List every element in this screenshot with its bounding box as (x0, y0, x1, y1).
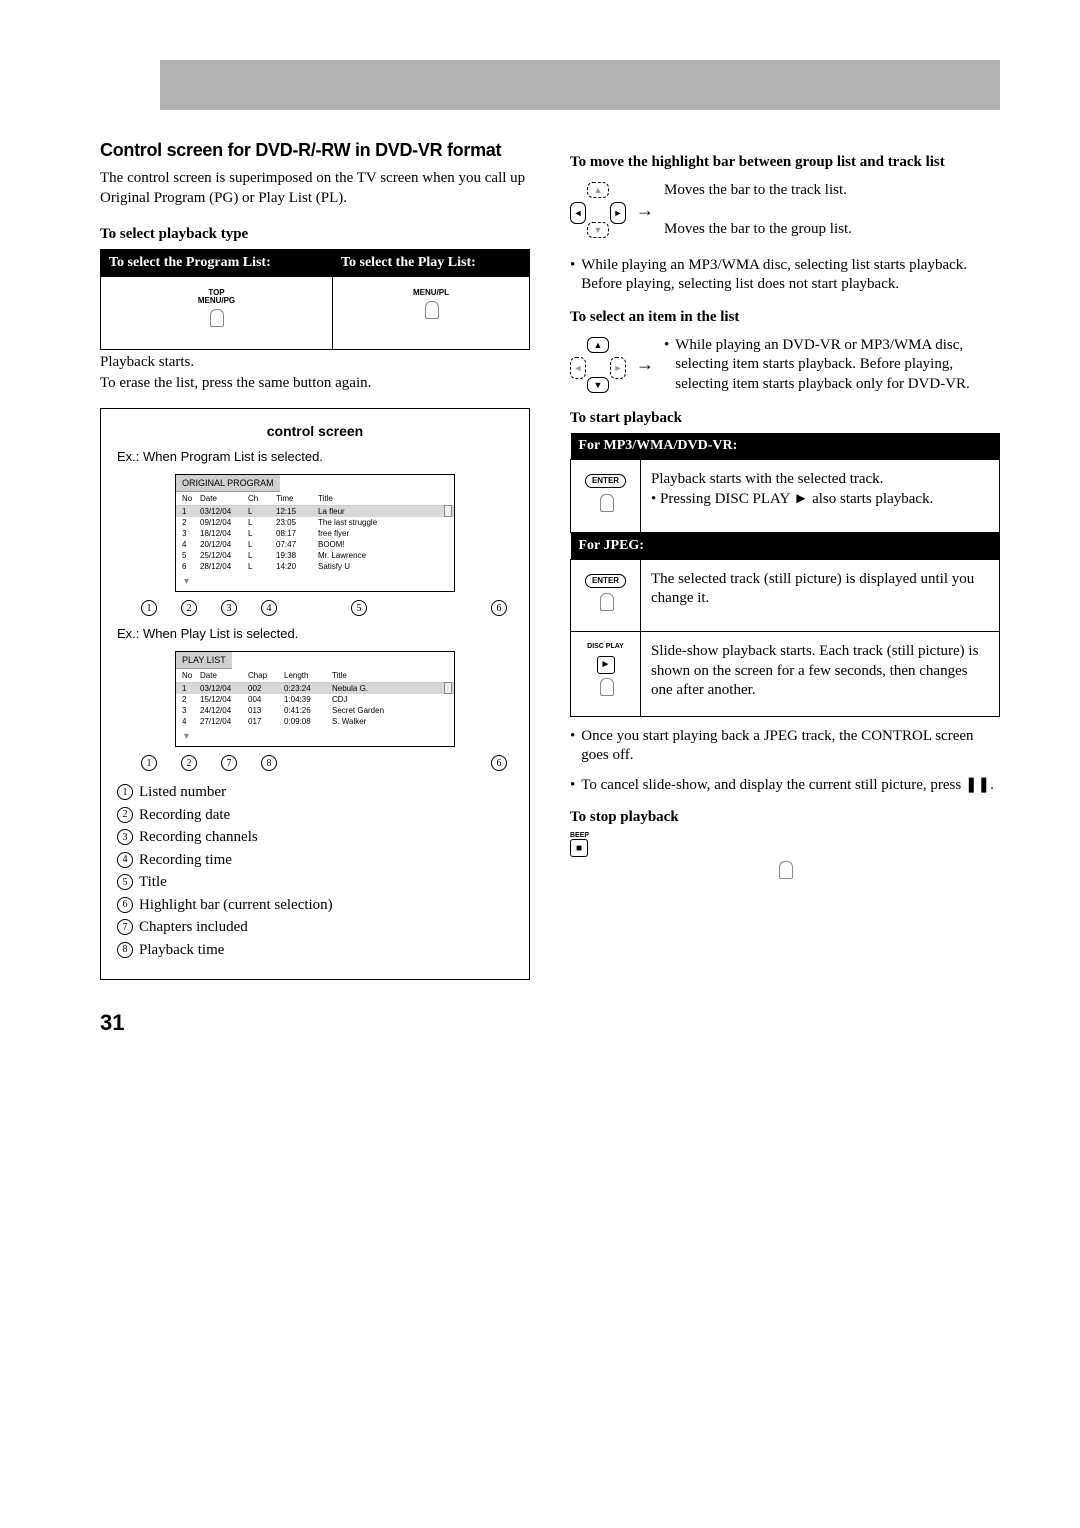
program-header: ORIGINAL PROGRAM (176, 475, 280, 492)
scroll-down-icon: ▾ (176, 572, 454, 591)
legend-item: 6Highlight bar (current selection) (117, 894, 513, 917)
select-item-note: While playing an DVD-VR or MP3/WMA disc,… (675, 336, 1000, 395)
jpeg-desc1-cell: The selected track (still picture) is di… (641, 559, 1000, 632)
menu-pl-label: MENU/PL (341, 289, 521, 297)
mp3-desc-cell: Playback starts with the selected track.… (641, 460, 1000, 533)
dpad-left-right: ▲ ▼ ◄ ► (570, 182, 626, 238)
table-row: 324/12/040130:41:26Secret Garden (176, 705, 454, 716)
move-highlight-heading: To move the highlight bar between group … (570, 154, 1000, 171)
nav-up-down-diagram: ▲ ▼ ◄ ► → •While playing an DVD-VR or MP… (570, 336, 1000, 395)
mp3-wma-dvdvr-header: For MP3/WMA/DVD-VR: (571, 433, 1000, 460)
page-content: Control screen for DVD-R/-RW in DVD-VR f… (100, 140, 1000, 1036)
table-row: 420/12/04L07:47BOOM! (176, 539, 454, 550)
legend-item: 5Title (117, 871, 513, 894)
table-row: 318/12/04L08:17free flyer (176, 528, 454, 539)
menu-pl-cell: MENU/PL (332, 277, 529, 350)
playlist-columns: No Date Chap Length Title (176, 669, 454, 683)
table-row: 209/12/04L23:05The last struggle (176, 517, 454, 528)
dpad-down-icon: ▼ (587, 377, 609, 393)
control-screen-box: control screen Ex.: When Program List is… (100, 408, 530, 980)
control-screen-label: control screen (117, 423, 513, 439)
table-row: 103/12/04L12:15La fleur (176, 506, 454, 517)
enter-button-icon: ENTER (585, 474, 626, 488)
nav-left-right-diagram: ▲ ▼ ◄ ► → Moves the bar to the track lis… (570, 181, 1000, 240)
move-right-text: Moves the bar to the track list. (664, 181, 1000, 201)
start-playback-table: For MP3/WMA/DVD-VR: ENTER Playback start… (570, 433, 1000, 717)
enter-button-cell: ENTER (571, 460, 641, 533)
finger-icon (206, 309, 226, 333)
disc-play-label: DISC PLAY (581, 642, 630, 651)
legend-item: 3Recording channels (117, 826, 513, 849)
arrow-right-icon: → (636, 354, 654, 375)
jpeg-note-2: •To cancel slide-show, and display the c… (570, 776, 1000, 796)
stop-button-area: BEEP ■ (570, 832, 1000, 885)
arrow-right-icon: → (636, 200, 654, 221)
table-row: 103/12/040020:23:24Nebula G. (176, 683, 454, 694)
legend-item: 8Playback time (117, 939, 513, 962)
marker-row-2: 1 2 7 8 6 (141, 755, 513, 771)
finger-icon (596, 593, 616, 617)
dpad-up-icon: ▲ (587, 182, 609, 198)
dpad-left-icon: ◄ (570, 357, 586, 379)
jpeg-desc2-cell: Slide-show playback starts. Each track (… (641, 632, 1000, 717)
table-row: 427/12/040170:09:08S. Walker (176, 716, 454, 727)
legend-list: 1Listed number2Recording date3Recording … (117, 781, 513, 961)
scrollbar-thumb (444, 505, 452, 517)
program-columns: No Date Ch Time Title (176, 492, 454, 506)
playback-starts-note: Playback starts. (100, 354, 530, 371)
table-row: 525/12/04L19:38Mr. Lawrence (176, 550, 454, 561)
beep-label: BEEP (570, 832, 1000, 839)
finger-icon (775, 861, 795, 885)
dpad-up-down: ▲ ▼ ◄ ► (570, 337, 626, 393)
stop-playback-heading: To stop playback (570, 809, 1000, 826)
top-menu-pg-cell: TOPMENU/PG (101, 277, 333, 350)
header-gray-bar (160, 60, 1000, 110)
finger-icon (596, 678, 616, 702)
jpeg-note-1: •Once you start playing back a JPEG trac… (570, 727, 1000, 766)
select-type-heading: To select playback type (100, 226, 530, 243)
disc-play-cell: DISC PLAY ► (571, 632, 641, 717)
stop-button-icon: ■ (570, 839, 588, 857)
example-2-label: Ex.: When Play List is selected. (117, 626, 513, 641)
example-1-label: Ex.: When Program List is selected. (117, 449, 513, 464)
legend-item: 7Chapters included (117, 916, 513, 939)
jpeg-header: For JPEG: (571, 532, 1000, 559)
select-program-header: To select the Program List: (101, 250, 333, 277)
enter-button-cell-2: ENTER (571, 559, 641, 632)
legend-item: 1Listed number (117, 781, 513, 804)
right-column: To move the highlight bar between group … (570, 140, 1000, 1036)
top-menu-pg-label: TOPMENU/PG (109, 289, 324, 305)
select-item-heading: To select an item in the list (570, 309, 1000, 326)
table-row: 215/12/040041:04:39CDJ (176, 694, 454, 705)
select-playback-table: To select the Program List: To select th… (100, 249, 530, 350)
page-title: Control screen for DVD-R/-RW in DVD-VR f… (100, 140, 530, 161)
finger-icon (421, 301, 441, 325)
enter-button-icon: ENTER (585, 574, 626, 588)
playlist-screen: PLAY LIST No Date Chap Length Title 103/… (175, 651, 455, 747)
mp3-list-note: •While playing an MP3/WMA disc, selectin… (570, 256, 1000, 295)
finger-icon (596, 494, 616, 518)
left-column: Control screen for DVD-R/-RW in DVD-VR f… (100, 140, 530, 1036)
play-button-icon: ► (597, 656, 615, 674)
start-playback-heading: To start playback (570, 410, 1000, 427)
move-left-text: Moves the bar to the group list. (664, 220, 1000, 240)
select-playlist-header: To select the Play List: (332, 250, 529, 277)
page-number: 31 (100, 1010, 530, 1036)
erase-note: To erase the list, press the same button… (100, 375, 530, 392)
dpad-right-icon: ► (610, 357, 626, 379)
dpad-up-icon: ▲ (587, 337, 609, 353)
dpad-left-icon: ◄ (570, 202, 586, 224)
marker-row-1: 1 2 3 4 5 6 (141, 600, 513, 616)
scrollbar-thumb (444, 682, 452, 694)
dpad-down-icon: ▼ (587, 222, 609, 238)
scroll-down-icon: ▾ (176, 727, 454, 746)
legend-item: 2Recording date (117, 804, 513, 827)
dpad-right-icon: ► (610, 202, 626, 224)
playlist-header: PLAY LIST (176, 652, 232, 669)
table-row: 628/12/04L14:20Satisfy U (176, 561, 454, 572)
legend-item: 4Recording time (117, 849, 513, 872)
original-program-screen: ORIGINAL PROGRAM No Date Ch Time Title 1… (175, 474, 455, 592)
intro-text: The control screen is superimposed on th… (100, 169, 530, 208)
